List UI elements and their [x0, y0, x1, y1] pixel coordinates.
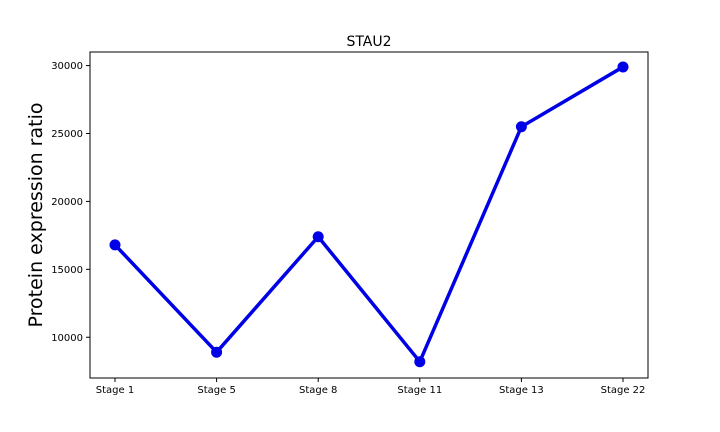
y-tick-label: 15000 — [51, 265, 83, 276]
series-layer — [109, 61, 629, 368]
data-point — [211, 346, 223, 358]
x-tick-label: Stage 22 — [601, 385, 646, 396]
x-tick-label: Stage 5 — [197, 385, 235, 396]
data-point — [312, 231, 324, 243]
data-point — [515, 121, 527, 133]
y-tick-label: 25000 — [51, 129, 83, 140]
data-point — [617, 61, 629, 73]
x-axis-ticks: Stage 1 Stage 5 Stage 8 Stage 11 Stage 13 Sta… — [96, 378, 646, 396]
chart-title: STAU2 — [346, 34, 391, 50]
x-tick-label: Stage 8 — [299, 385, 337, 396]
y-axis-label: Protein expression ratio — [25, 103, 47, 328]
plot-area-frame — [89, 51, 649, 379]
y-axis-ticks: 10000 15000 20000 25000 30000 — [51, 61, 90, 344]
x-tick-label: Stage 11 — [397, 385, 442, 396]
y-tick-label: 10000 — [51, 333, 83, 344]
data-point — [109, 239, 121, 251]
y-tick-label: 20000 — [51, 197, 83, 208]
x-tick-label: Stage 1 — [96, 385, 134, 396]
series-line — [113, 65, 624, 364]
y-tick-label: 30000 — [51, 61, 83, 72]
x-tick-label: Stage 13 — [499, 385, 544, 396]
data-point — [414, 356, 426, 368]
